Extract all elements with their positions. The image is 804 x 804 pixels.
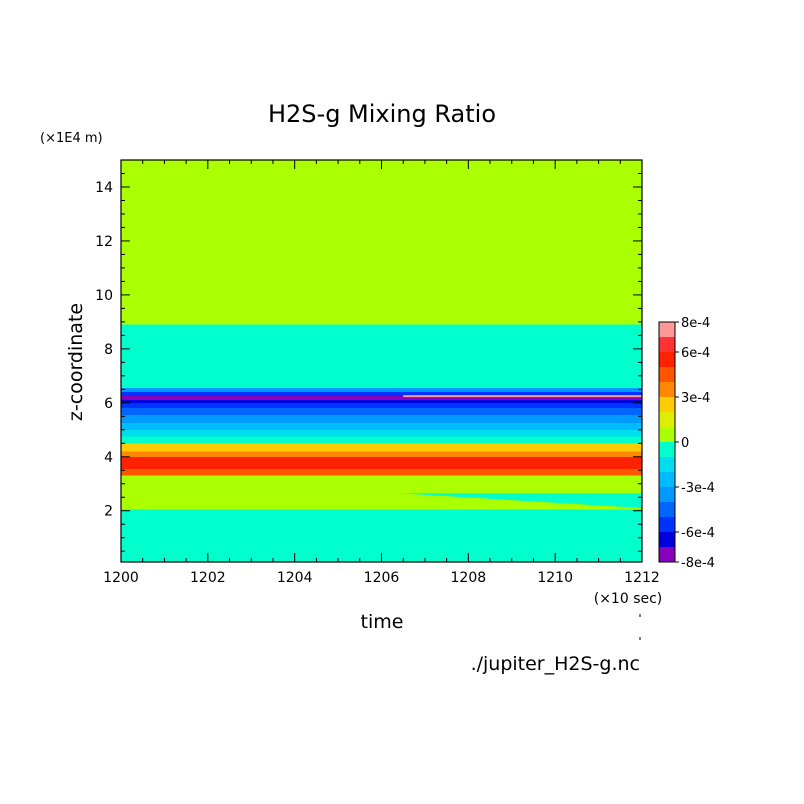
colorbar-swatch bbox=[659, 322, 675, 337]
contour-band bbox=[121, 414, 642, 424]
y-tick-label: 14 bbox=[95, 180, 113, 196]
y-unit-label: (×1E4 m) bbox=[40, 131, 103, 146]
contour-band bbox=[121, 468, 642, 476]
x-tick-label: 1202 bbox=[190, 570, 226, 586]
contour-band bbox=[121, 456, 642, 469]
colorbar-swatch bbox=[659, 427, 675, 442]
x-tick-label: 1200 bbox=[103, 570, 139, 586]
contour-band bbox=[121, 160, 642, 325]
contour-band bbox=[121, 324, 642, 388]
contour-band bbox=[121, 475, 642, 510]
colorbar-swatch bbox=[659, 337, 675, 352]
contour-band bbox=[121, 402, 642, 409]
contour-band bbox=[121, 423, 642, 430]
colorbar-label: 3e-4 bbox=[681, 391, 710, 406]
x-tick-label: 1212 bbox=[624, 570, 660, 586]
source-file-label: ./jupiter_H2S-g.nc bbox=[471, 653, 640, 675]
axes: 1200 1202 1204 1206 1208 1210 1212 2 4 6 8 10 12 14 bbox=[95, 159, 660, 640]
colorbar-label: 8e-4 bbox=[681, 316, 710, 331]
x-tick-label: 1206 bbox=[364, 570, 400, 586]
colorbar-label: -3e-4 bbox=[681, 481, 715, 496]
colorbar-swatch bbox=[659, 532, 675, 547]
contour-band bbox=[121, 408, 642, 415]
y-tick-label: 4 bbox=[104, 450, 113, 466]
colorbar-label: 0 bbox=[681, 436, 689, 451]
colorbar-swatch bbox=[659, 472, 675, 487]
colorbar-label: -8e-4 bbox=[681, 556, 715, 571]
contour-band bbox=[121, 392, 642, 397]
colorbar-swatch bbox=[659, 352, 675, 367]
colorbar-swatch bbox=[659, 517, 675, 532]
contour-band bbox=[121, 443, 642, 452]
colorbar-label: -6e-4 bbox=[681, 526, 715, 541]
contour-band bbox=[121, 387, 642, 393]
plot-area bbox=[121, 160, 642, 562]
colorbar: 8e-4 6e-4 3e-4 0 -3e-4 -6e-4 -8e-4 bbox=[658, 316, 715, 571]
contour-band bbox=[121, 451, 642, 457]
x-tick-label: 1208 bbox=[451, 570, 487, 586]
colorbar-swatch bbox=[659, 397, 675, 412]
colorbar-label: 6e-4 bbox=[681, 346, 710, 361]
chart-title: H2S-g Mixing Ratio bbox=[268, 100, 496, 128]
y-axis-label: z-coordinate bbox=[65, 303, 87, 421]
colorbar-swatch bbox=[659, 382, 675, 397]
y-tick-label: 6 bbox=[104, 396, 113, 412]
colorbar-swatch bbox=[659, 502, 675, 517]
y-tick-label: 8 bbox=[104, 342, 113, 358]
y-tick-label: 10 bbox=[95, 288, 113, 304]
contour-band bbox=[121, 396, 642, 401]
contour-band bbox=[121, 436, 642, 444]
colorbar-swatch bbox=[659, 367, 675, 382]
contour-band bbox=[121, 400, 642, 403]
colorbar-swatch bbox=[659, 412, 675, 427]
contour-band bbox=[121, 429, 642, 437]
colorbar-swatch bbox=[659, 457, 675, 472]
colorbar-swatch bbox=[659, 547, 675, 562]
x-tick-label: 1210 bbox=[537, 570, 573, 586]
x-tick-label: 1204 bbox=[277, 570, 313, 586]
x-unit-label: (×10 sec) bbox=[594, 591, 663, 607]
colorbar-swatch bbox=[659, 487, 675, 502]
colorbar-swatch bbox=[659, 442, 675, 457]
contour-wedge bbox=[398, 493, 642, 509]
y-tick-label: 2 bbox=[104, 504, 113, 520]
y-tick-label: 12 bbox=[95, 234, 113, 250]
x-axis-label: time bbox=[361, 611, 404, 633]
